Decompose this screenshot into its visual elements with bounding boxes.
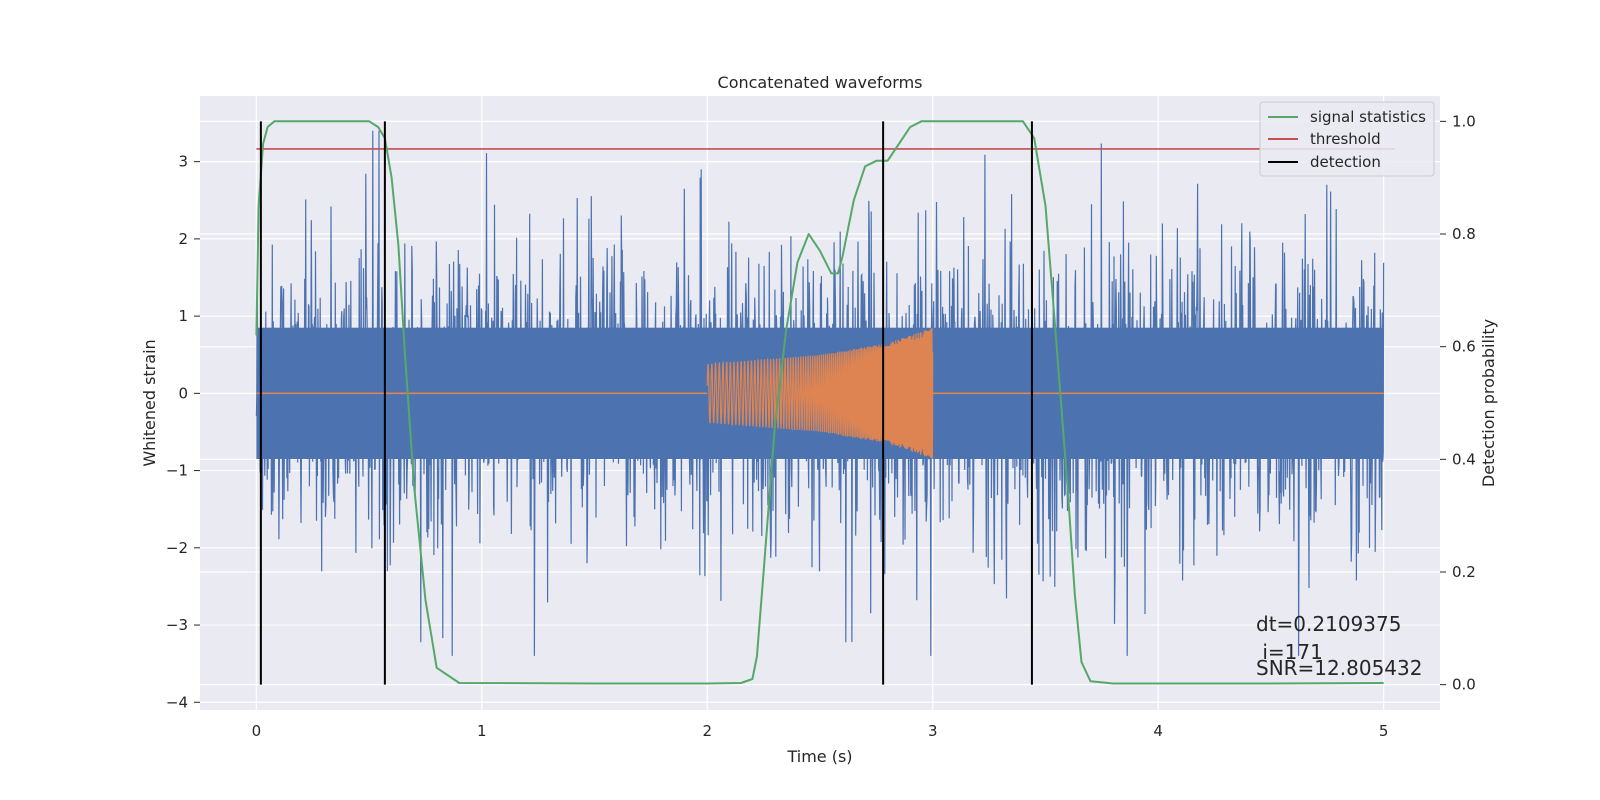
- annotation-snr: SNR=12.805432: [1256, 656, 1422, 680]
- detection-series: [259, 121, 1033, 685]
- annotation-dt: dt=0.2109375: [1256, 612, 1401, 636]
- y2-tick-label: 1.0: [1452, 112, 1476, 130]
- y-tick-label: −1: [166, 462, 188, 480]
- y2-tick-label: 0.0: [1452, 676, 1476, 694]
- chart-title: Concatenated waveforms: [718, 73, 923, 92]
- legend-label-signal-statistics: signal statistics: [1310, 108, 1426, 126]
- y-tick-label: 3: [178, 153, 188, 171]
- legend: signal statistics threshold detection: [1259, 101, 1435, 177]
- y-axis-ticks: −4 −3 −2 −1 0 1 2 3: [166, 153, 200, 711]
- y-tick-label: −3: [166, 616, 188, 634]
- y-tick-label: 1: [178, 307, 188, 325]
- waveform-chirp: [706, 327, 934, 459]
- y2-axis-ticks: 0.0 0.2 0.4 0.6 0.8 1.0: [1440, 112, 1476, 694]
- x-tick-label: 5: [1379, 722, 1389, 740]
- x-tick-label: 1: [477, 722, 487, 740]
- y-tick-label: −4: [166, 693, 188, 711]
- legend-label-threshold: threshold: [1310, 130, 1381, 148]
- y-tick-label: 2: [178, 230, 188, 248]
- waveform-series: [256, 327, 1384, 459]
- x-tick-label: 3: [928, 722, 938, 740]
- y-tick-label: −2: [166, 539, 188, 557]
- legend-box: [1259, 101, 1435, 177]
- y2-axis-label: Detection probability: [1479, 319, 1498, 487]
- x-axis-label: Time (s): [786, 747, 852, 766]
- legend-label-detection: detection: [1310, 153, 1381, 171]
- y2-tick-label: 0.8: [1452, 225, 1476, 243]
- x-tick-label: 0: [252, 722, 262, 740]
- x-tick-label: 2: [702, 722, 712, 740]
- y-axis-label: Whitened strain: [140, 339, 159, 466]
- x-tick-label: 4: [1153, 722, 1163, 740]
- annotation-i: i=171: [1256, 640, 1323, 664]
- y-tick-label: 0: [178, 384, 188, 402]
- x-axis-ticks: 0 1 2 3 4 5: [252, 722, 1389, 740]
- y2-tick-label: 0.4: [1452, 450, 1476, 468]
- y2-tick-label: 0.6: [1452, 338, 1476, 356]
- y2-tick-label: 0.2: [1452, 563, 1476, 581]
